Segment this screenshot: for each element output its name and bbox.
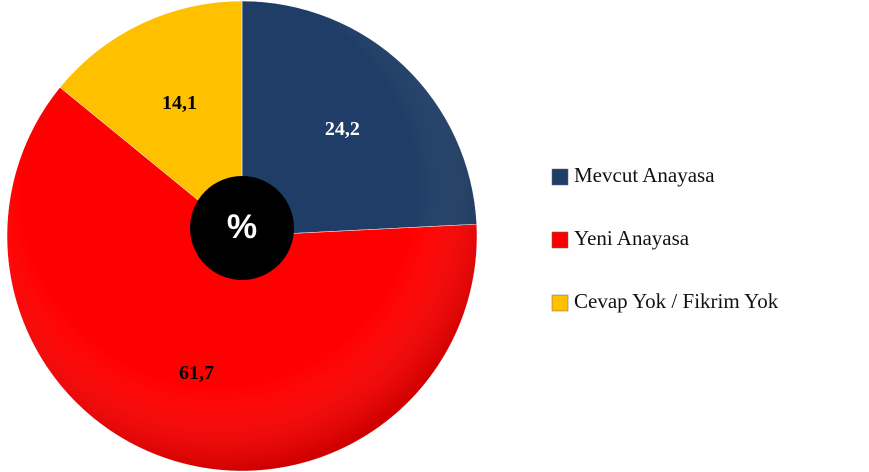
center-badge [190, 176, 294, 280]
center-label: % [227, 208, 257, 246]
data-label: 61,7 [179, 362, 214, 384]
legend-swatch [551, 294, 569, 312]
legend-label: Yeni Anayasa [574, 226, 690, 250]
legend-label: Mevcut Anayasa [574, 163, 715, 187]
legend-label: Cevap Yok / Fikrim Yok [574, 289, 779, 313]
legend-swatch [551, 168, 569, 186]
data-label: 24,2 [325, 118, 360, 140]
data-label: 14,1 [162, 92, 197, 114]
legend-swatch [551, 231, 569, 249]
